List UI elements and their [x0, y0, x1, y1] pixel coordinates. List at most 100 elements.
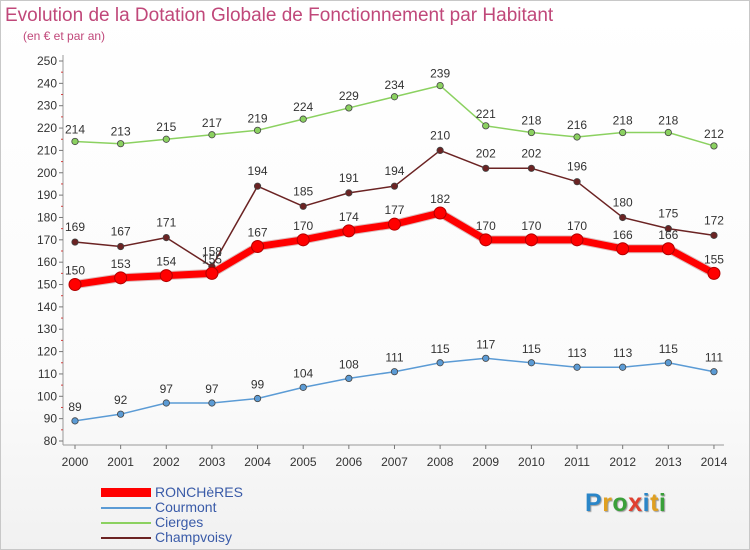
- data-label-roncheres: 170: [567, 219, 587, 233]
- legend-label: Cierges: [155, 514, 204, 530]
- data-label-roncheres: 153: [111, 257, 131, 271]
- x-tick-label: 2005: [290, 455, 317, 469]
- logo-letter: i: [658, 489, 667, 517]
- logo-letter: P: [585, 489, 603, 517]
- data-label-roncheres: 170: [293, 219, 313, 233]
- data-point-cierges: [482, 122, 490, 130]
- data-label-cierges: 224: [293, 100, 313, 114]
- data-point-champvoisy: [117, 242, 125, 251]
- legend-swatch: [101, 488, 151, 497]
- data-point-cierges: [117, 140, 125, 148]
- data-point-courmont: [573, 363, 581, 371]
- data-label-courmont: 104: [293, 366, 313, 380]
- data-label-cierges: 239: [430, 67, 450, 81]
- data-label-cierges: 229: [339, 89, 359, 103]
- x-tick-label: 2010: [518, 455, 545, 469]
- logo-letter: t: [650, 489, 659, 517]
- data-point-roncheres: [114, 271, 128, 285]
- legend-swatch: [101, 537, 151, 539]
- y-tick-label: 200: [37, 166, 57, 180]
- logo-letter: x: [628, 489, 643, 517]
- data-label-cierges: 218: [613, 114, 633, 128]
- data-point-roncheres: [616, 242, 630, 256]
- data-label-cierges: 219: [248, 111, 268, 125]
- chart-subtitle: (en € et par an): [23, 29, 106, 43]
- x-tick-label: 2000: [62, 455, 89, 469]
- x-tick-label: 2009: [472, 455, 499, 469]
- data-label-courmont: 111: [385, 351, 404, 365]
- legend-item-courmont: Courmont: [101, 500, 321, 515]
- y-tick-label: 220: [37, 121, 57, 135]
- data-point-cierges: [390, 93, 399, 101]
- y-tick-label: 130: [37, 322, 57, 336]
- data-point-cierges: [710, 142, 718, 150]
- data-point-courmont: [208, 399, 216, 407]
- data-point-courmont: [436, 359, 444, 367]
- data-point-champvoisy: [527, 164, 536, 172]
- data-label-roncheres: 177: [384, 203, 404, 217]
- data-label-roncheres: 170: [521, 219, 541, 233]
- data-label-courmont: 99: [251, 378, 265, 392]
- data-point-roncheres: [433, 206, 447, 220]
- data-label-champvoisy: 171: [156, 216, 176, 230]
- data-point-roncheres: [524, 233, 538, 247]
- y-tick-label: 140: [37, 300, 57, 314]
- data-point-champvoisy: [71, 238, 79, 246]
- data-label-roncheres: 166: [613, 228, 633, 242]
- data-point-cierges: [345, 104, 353, 112]
- data-label-courmont: 108: [339, 357, 359, 371]
- data-label-cierges: 218: [521, 114, 541, 128]
- data-point-champvoisy: [390, 182, 399, 190]
- y-tick-label: 210: [37, 143, 57, 157]
- data-label-champvoisy: 172: [704, 213, 724, 227]
- x-tick-label: 2008: [427, 455, 454, 469]
- data-label-roncheres: 155: [704, 252, 724, 266]
- data-point-courmont: [390, 368, 399, 376]
- data-label-champvoisy: 175: [658, 207, 678, 221]
- data-point-champvoisy: [162, 233, 170, 242]
- data-point-champvoisy: [710, 231, 718, 239]
- data-point-roncheres: [479, 233, 493, 247]
- data-label-cierges: 215: [156, 120, 176, 134]
- legend-label: RONCHèRES: [155, 484, 243, 500]
- y-tick-label: 90: [44, 412, 58, 426]
- x-tick-label: 2007: [381, 455, 408, 469]
- y-tick-label: 250: [37, 54, 57, 68]
- data-point-roncheres: [205, 266, 219, 280]
- data-label-champvoisy: 169: [65, 220, 85, 234]
- data-label-cierges: 212: [704, 127, 724, 141]
- data-label-champvoisy: 196: [567, 160, 587, 174]
- data-point-champvoisy: [573, 178, 581, 186]
- data-label-champvoisy: 167: [111, 225, 131, 239]
- data-label-cierges: 216: [567, 118, 587, 132]
- x-tick-label: 2014: [701, 455, 728, 469]
- chart-legend: RONCHèRES Courmont Cierges Champvoisy: [101, 485, 321, 545]
- data-point-roncheres: [570, 233, 584, 247]
- data-label-courmont: 111: [705, 351, 724, 365]
- legend-item-roncheres: RONCHèRES: [101, 485, 321, 500]
- y-tick-label: 100: [37, 389, 57, 403]
- data-point-courmont: [527, 359, 536, 367]
- data-point-cierges: [253, 126, 262, 134]
- data-label-roncheres: 155: [202, 252, 222, 266]
- data-label-courmont: 89: [68, 400, 82, 414]
- data-label-roncheres: 167: [248, 226, 268, 240]
- legend-label: Courmont: [155, 499, 217, 515]
- proxiti-logo: Proxiti: [585, 489, 666, 518]
- data-label-champvoisy: 185: [293, 184, 313, 198]
- logo-letter: o: [612, 489, 629, 517]
- x-tick-label: 2006: [335, 455, 362, 469]
- data-label-courmont: 97: [160, 382, 174, 396]
- y-tick-label: 230: [37, 99, 57, 113]
- data-point-roncheres: [387, 217, 401, 231]
- data-label-champvoisy: 194: [248, 164, 268, 178]
- data-label-champvoisy: 158: [202, 245, 222, 259]
- data-point-cierges: [71, 137, 79, 146]
- x-tick-label: 2003: [199, 455, 226, 469]
- data-point-courmont: [482, 354, 490, 362]
- data-label-cierges: 213: [111, 125, 131, 139]
- data-point-champvoisy: [253, 182, 262, 190]
- data-point-cierges: [573, 133, 581, 141]
- data-point-courmont: [71, 417, 79, 425]
